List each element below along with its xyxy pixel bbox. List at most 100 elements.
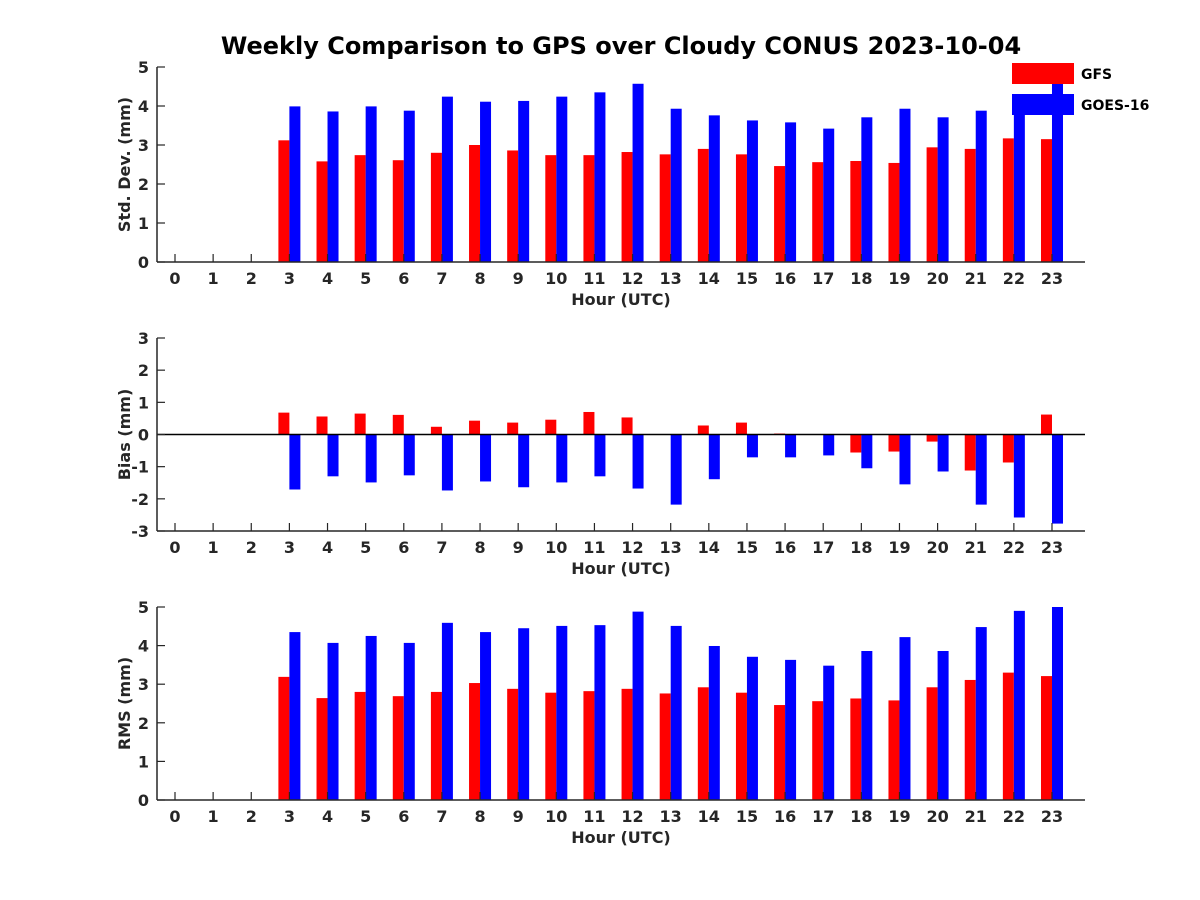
panel-bias-mm-bar-gfs-22 xyxy=(1002,434,1014,463)
panel-std-dev-mm-x-tick-label: 0 xyxy=(169,269,180,288)
panel-rms-mm-bar-gfs-17 xyxy=(812,701,824,800)
panel-std-dev-mm-x-tick-label: 13 xyxy=(660,269,682,288)
panel-std-dev-mm-bar-gfs-3 xyxy=(278,140,290,262)
panel-rms-mm-bar-gfs-8 xyxy=(469,683,481,800)
panel-rms-mm-bar-gfs-16 xyxy=(774,705,786,800)
panel-rms-mm-y-tick-label: 2 xyxy=(138,714,149,733)
panel-rms-mm-x-tick-label: 5 xyxy=(360,807,371,826)
panel-bias-mm-bar-goes-16-7 xyxy=(441,434,453,491)
panel-std-dev-mm-x-tick-label: 7 xyxy=(436,269,447,288)
panel-rms-mm-bar-goes-16-6 xyxy=(403,642,415,800)
panel-bias-mm-bar-goes-16-5 xyxy=(365,434,377,483)
panel-bias-mm-bar-goes-16-4 xyxy=(327,434,339,477)
panel-std-dev-mm-y-tick-label: 3 xyxy=(138,136,149,155)
panel-rms-mm-bar-gfs-10 xyxy=(545,692,557,800)
panel-std-dev-mm-bar-goes-16-20 xyxy=(937,117,949,262)
panel-bias-mm-x-tick-label: 19 xyxy=(888,538,910,557)
panel-std-dev-mm-y-tick-label: 1 xyxy=(138,214,149,233)
panel-std-dev-mm-x-tick-label: 6 xyxy=(398,269,409,288)
panel-rms-mm-bar-goes-16-5 xyxy=(365,635,377,800)
panel-rms-mm-x-tick-label: 13 xyxy=(660,807,682,826)
panel-std-dev-mm-bar-goes-16-14 xyxy=(708,115,720,262)
panel-rms-mm-series-goes-16 xyxy=(289,607,1063,800)
panel-bias-mm-bar-gfs-10 xyxy=(545,419,557,435)
panel-bias-mm-bar-goes-16-8 xyxy=(480,434,492,482)
chart-title: Weekly Comparison to GPS over Cloudy CON… xyxy=(221,32,1021,60)
panel-std-dev-mm-x-tick-label: 14 xyxy=(698,269,720,288)
panel-rms-mm-x-tick-label: 11 xyxy=(583,807,605,826)
panel-bias-mm-bar-gfs-4 xyxy=(316,416,328,435)
panel-rms-mm-x-tick-label: 17 xyxy=(812,807,834,826)
panel-bias-mm-x-tick-label: 11 xyxy=(583,538,605,557)
panel-std-dev-mm-x-tick-label: 17 xyxy=(812,269,834,288)
panel-rms-mm-x-tick-label: 7 xyxy=(436,807,447,826)
panel-rms-mm-bar-gfs-7 xyxy=(430,691,442,800)
panel-std-dev-mm-bar-goes-16-5 xyxy=(365,106,377,262)
panel-bias-mm-bar-goes-16-9 xyxy=(518,434,530,488)
panel-std-dev-mm-x-tick-label: 11 xyxy=(583,269,605,288)
panel-rms-mm-bar-gfs-5 xyxy=(354,691,366,800)
panel-bias-mm-bar-goes-16-16 xyxy=(785,434,797,458)
panel-bias-mm-bar-goes-16-11 xyxy=(594,434,606,477)
panel-bias-mm-x-tick-label: 0 xyxy=(169,538,180,557)
panel-bias-mm-bar-gfs-5 xyxy=(354,413,366,435)
panel-rms-mm-bar-goes-16-4 xyxy=(327,642,339,800)
panel-bias-mm-x-tick-label: 17 xyxy=(812,538,834,557)
panel-std-dev-mm-y-tick-label: 2 xyxy=(138,175,149,194)
panel-bias-mm-bar-goes-16-15 xyxy=(746,434,758,458)
panel-std-dev-mm-bar-gfs-4 xyxy=(316,161,328,262)
panel-std-dev-mm-y-tick-label: 5 xyxy=(138,58,149,77)
panel-std-dev-mm-bar-gfs-22 xyxy=(1002,138,1014,262)
panel-std-dev-mm-bar-goes-16-3 xyxy=(289,106,301,262)
panel-bias-mm-bar-gfs-23 xyxy=(1040,414,1052,435)
panel-std-dev-mm-x-tick-label: 10 xyxy=(545,269,567,288)
panel-std-dev-mm-bar-goes-16-9 xyxy=(518,100,530,263)
panel-bias-mm-bar-goes-16-6 xyxy=(403,434,415,476)
panel-rms-mm-bar-goes-16-22 xyxy=(1013,610,1025,800)
panel-bias-mm-y-axis-label: Bias (mm) xyxy=(115,389,134,481)
panel-rms-mm-x-tick-label: 18 xyxy=(850,807,872,826)
panel-rms-mm-bar-gfs-20 xyxy=(926,687,938,800)
panel-bias-mm-x-tick-label: 3 xyxy=(284,538,295,557)
panel-rms-mm-x-tick-label: 8 xyxy=(474,807,485,826)
panel-bias-mm-x-tick-label: 23 xyxy=(1041,538,1063,557)
panel-std-dev-mm-bar-gfs-14 xyxy=(697,148,709,262)
panel-bias-mm-bar-gfs-12 xyxy=(621,417,633,435)
panel-bias-mm-bar-goes-16-12 xyxy=(632,434,644,489)
panel-std-dev-mm-bar-gfs-16 xyxy=(774,166,786,262)
legend-label-gfs: GFS xyxy=(1081,67,1112,83)
panel-rms-mm-bar-goes-16-7 xyxy=(441,622,453,800)
panel-rms-mm-bar-gfs-13 xyxy=(659,693,671,800)
panel-std-dev-mm-bar-goes-16-10 xyxy=(556,96,568,262)
panel-std-dev-mm-x-tick-label: 3 xyxy=(284,269,295,288)
panel-bias-mm-x-tick-label: 9 xyxy=(513,538,524,557)
panel-bias-mm-y-tick-label: -2 xyxy=(131,490,149,509)
panel-bias-mm-x-tick-label: 5 xyxy=(360,538,371,557)
panel-bias-mm-bar-goes-16-13 xyxy=(670,434,682,505)
panel-bias-mm-bar-gfs-20 xyxy=(926,434,938,442)
panel-rms-mm-x-tick-label: 9 xyxy=(513,807,524,826)
panel-rms-mm-bar-gfs-11 xyxy=(583,691,595,800)
panel-std-dev-mm-x-tick-label: 1 xyxy=(208,269,219,288)
panel-rms-mm-bar-gfs-4 xyxy=(316,698,328,800)
panel-rms-mm-bar-goes-16-13 xyxy=(670,625,682,800)
panel-rms-mm-bar-goes-16-9 xyxy=(518,628,530,800)
panel-std-dev-mm-bar-gfs-7 xyxy=(430,152,442,262)
panel-bias-mm-bar-gfs-11 xyxy=(583,411,595,435)
panel-rms-mm-x-tick-label: 2 xyxy=(246,807,257,826)
panel-std-dev-mm-x-tick-label: 9 xyxy=(513,269,524,288)
panel-std-dev-mm-bar-goes-16-11 xyxy=(594,92,606,262)
panel-bias-mm-x-tick-label: 14 xyxy=(698,538,720,557)
panel-bias-mm-x-tick-label: 4 xyxy=(322,538,333,557)
panel-std-dev-mm-series-goes-16 xyxy=(289,83,1063,263)
panel-std-dev-mm-bar-goes-16-7 xyxy=(441,96,453,262)
panel-rms-mm-x-tick-label: 6 xyxy=(398,807,409,826)
panel-bias-mm-bar-goes-16-20 xyxy=(937,434,949,472)
panel-bias-mm-bar-gfs-8 xyxy=(469,420,481,435)
panel-std-dev-mm-bar-gfs-9 xyxy=(507,150,519,262)
panel-bias-mm-series-gfs xyxy=(278,411,1052,471)
panel-std-dev-mm-bar-goes-16-21 xyxy=(975,110,987,263)
panel-bias-mm-series-goes-16 xyxy=(289,434,1063,524)
legend-label-goes-16: GOES-16 xyxy=(1081,98,1149,114)
panel-rms-mm-y-tick-label: 4 xyxy=(138,637,149,656)
